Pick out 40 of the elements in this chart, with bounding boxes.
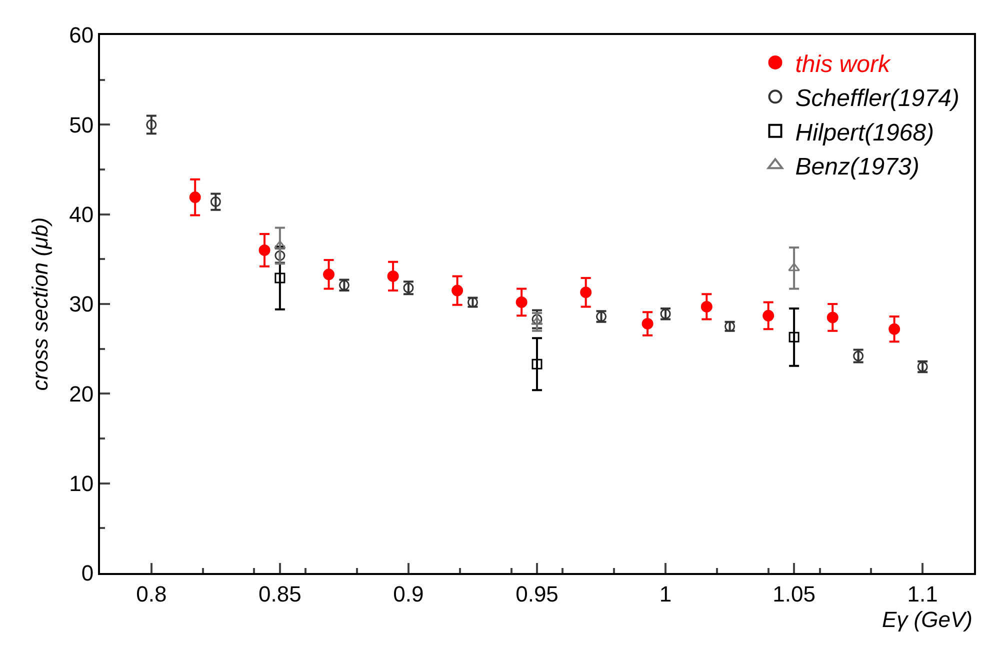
x-tick-label: 0.8 [136, 581, 167, 606]
y-tick-label: 50 [69, 112, 94, 138]
legend-label: Hilpert(1968) [795, 119, 934, 146]
point [888, 323, 900, 335]
point [700, 300, 712, 312]
x-tick-label: 1.05 [772, 581, 816, 606]
legend-label: Benz(1973) [795, 153, 920, 180]
y-axis-title: cross section (μb) [27, 217, 52, 391]
point [788, 332, 800, 342]
point [274, 240, 286, 249]
point [532, 358, 542, 370]
point [189, 192, 201, 204]
legend-label: Scheffler(1974) [795, 85, 960, 112]
point [146, 119, 157, 130]
point [323, 268, 335, 280]
point [274, 272, 286, 284]
y-tick-label: 0 [81, 560, 94, 586]
y-tick-label: 20 [69, 381, 94, 406]
point [452, 284, 464, 296]
y-tick-label: 30 [69, 292, 94, 317]
point [762, 310, 774, 322]
point [532, 314, 542, 324]
x-tick-label: 1.1 [907, 581, 938, 606]
point [387, 270, 399, 282]
point [642, 318, 654, 330]
x-tick-label: 0.9 [393, 581, 424, 606]
point [788, 262, 800, 272]
point [826, 312, 838, 324]
point [516, 296, 528, 308]
y-tick-label: 10 [69, 471, 94, 496]
point [580, 286, 592, 298]
x-tick-label: 1 [659, 581, 672, 606]
x-axis-title: Eγ (GeV) [882, 607, 972, 632]
x-tick-label: 0.95 [516, 581, 558, 606]
y-tick-label: 60 [69, 22, 94, 48]
y-tick-label: 40 [69, 202, 94, 228]
point [531, 316, 543, 325]
point [258, 244, 270, 256]
x-tick-label: 0.85 [258, 581, 302, 606]
legend-label: this work [795, 50, 892, 78]
